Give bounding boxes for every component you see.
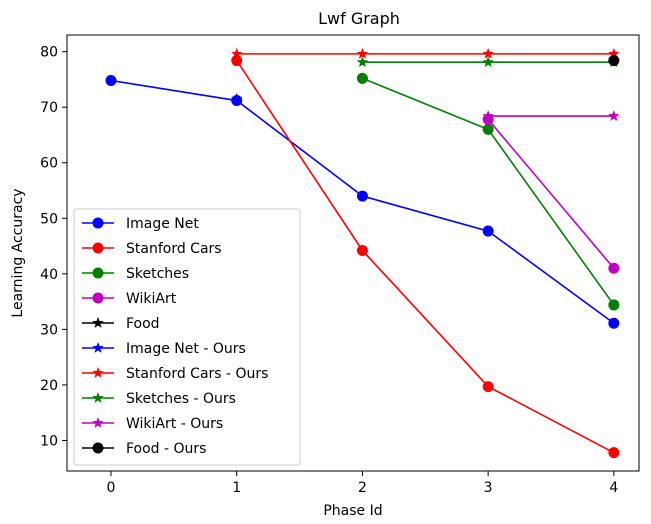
data-point: [482, 381, 494, 393]
legend-label: Stanford Cars - Ours: [126, 366, 268, 382]
legend-label: Sketches: [126, 266, 189, 282]
series-0: [105, 75, 620, 329]
series-9: [608, 55, 620, 67]
data-point: [608, 317, 620, 329]
data-point: [231, 92, 243, 104]
data-point: [356, 47, 369, 59]
y-tick-label: 70: [40, 100, 58, 116]
legend-entry: Food - Ours: [82, 441, 206, 457]
legend-marker: [92, 392, 104, 403]
x-tick-label: 1: [232, 480, 241, 496]
series-6: [231, 47, 620, 59]
legend-entry: Image Net: [82, 216, 199, 232]
legend-marker: [92, 442, 104, 454]
legend-entry: Sketches: [82, 266, 189, 282]
x-tick-label: 0: [107, 480, 116, 496]
data-point: [608, 55, 620, 67]
data-point: [231, 47, 243, 59]
y-tick-label: 80: [40, 45, 58, 61]
legend-entry: WikiArt - Ours: [82, 416, 223, 432]
legend-marker: [92, 217, 104, 229]
legend-entry: Stanford Cars - Ours: [82, 366, 268, 382]
legend-marker: [92, 342, 104, 353]
data-point: [608, 262, 620, 274]
legend-label: Sketches - Ours: [126, 391, 236, 407]
data-point: [482, 47, 494, 59]
data-point: [608, 447, 620, 459]
x-tick-label: 2: [358, 480, 367, 496]
legend-marker: [92, 417, 104, 428]
legend-entry: Stanford Cars: [82, 241, 222, 257]
legend-marker: [92, 292, 104, 304]
y-tick-label: 20: [40, 378, 58, 394]
x-axis-label: Phase Id: [323, 503, 382, 519]
data-point: [356, 245, 368, 257]
chart-title: Lwf Graph: [318, 9, 400, 28]
data-point: [608, 110, 620, 121]
data-point: [608, 47, 620, 59]
data-point: [356, 56, 369, 68]
legend-entry: WikiArt: [82, 291, 177, 307]
legend-box: [73, 208, 301, 466]
data-point: [608, 299, 620, 311]
legend: Image Net Stanford Cars Sketches WikiArt Foo…: [73, 208, 301, 466]
series-5: [231, 92, 243, 104]
legend-marker: [92, 317, 104, 328]
legend-entry: Food: [82, 316, 160, 332]
y-tick-label: 40: [40, 267, 58, 283]
plot-frame: [66, 34, 640, 472]
legend-label: Image Net - Ours: [126, 341, 246, 357]
series-2: [356, 72, 620, 311]
data-point: [482, 225, 494, 237]
data-point: [356, 72, 368, 84]
series-line: [487, 118, 615, 269]
legend-marker: [92, 367, 104, 378]
data-point: [356, 190, 368, 202]
legend-label: Food - Ours: [126, 441, 206, 457]
series-line: [236, 60, 615, 454]
y-tick-label: 30: [40, 322, 58, 338]
legend-label: Image Net: [126, 216, 199, 232]
data-point: [231, 55, 243, 67]
legend-label: WikiArt - Ours: [126, 416, 223, 432]
x-tick-label: 3: [484, 480, 493, 496]
axes: 0 1 2 3 4 10 20 30 40 50 60 70 80: [40, 45, 618, 496]
legend-label: Food: [126, 316, 160, 332]
y-axis-label: Learning Accuracy: [10, 188, 26, 317]
x-tick-label: 4: [609, 480, 618, 496]
data-point: [482, 123, 494, 135]
legend-label: Stanford Cars: [126, 241, 222, 257]
series-7: [356, 56, 620, 68]
legend-label: WikiArt: [126, 291, 177, 307]
legend-marker: [92, 242, 104, 254]
plot-area: [105, 47, 620, 459]
data-point: [482, 56, 494, 68]
y-tick-label: 10: [40, 433, 58, 449]
legend-entry: Sketches - Ours: [82, 391, 236, 407]
data-point: [482, 110, 494, 121]
data-point: [105, 75, 117, 87]
y-tick-label: 50: [40, 211, 58, 227]
legend-marker: [92, 267, 104, 279]
series-3: [482, 113, 620, 274]
y-tick-label: 60: [40, 156, 58, 172]
legend-entry: Image Net - Ours: [82, 341, 246, 357]
series-8: [482, 110, 620, 121]
